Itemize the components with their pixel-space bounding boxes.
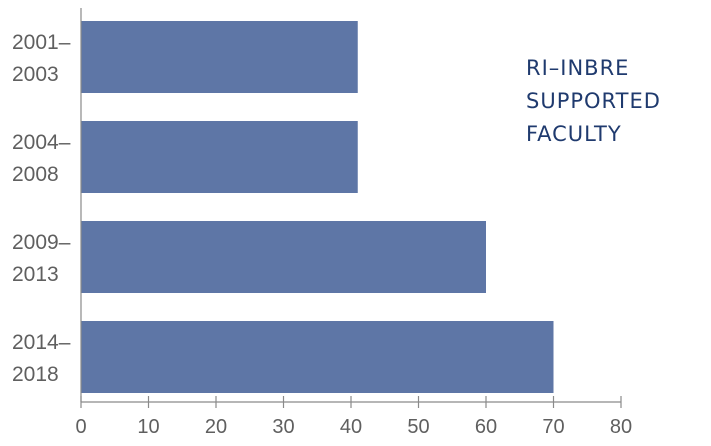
chart-title-line-3: FACULTY [526,122,622,146]
category-label-4-line-2: 2018 [12,363,59,386]
category-label-3-line-1: 2009– [12,231,71,254]
category-label-2-line-1: 2004– [12,131,71,154]
category-label-2-line-2: 2008 [12,163,59,186]
category-label-4-line-1: 2014– [12,331,71,354]
x-tick-label-30: 30 [272,416,294,438]
category-label-1-line-1: 2001– [12,31,71,54]
bar-4 [81,321,554,393]
x-tick-label-80: 80 [610,416,632,438]
x-tick-label-0: 0 [75,416,86,438]
bar-1 [81,21,358,93]
x-tick-label-60: 60 [475,416,497,438]
x-tick-label-50: 50 [407,416,429,438]
category-label-1-line-2: 2003 [12,63,59,86]
x-tick-label-20: 20 [205,416,227,438]
x-tick-label-40: 40 [340,416,362,438]
x-tick-label-10: 10 [137,416,159,438]
bar-3 [81,221,486,293]
x-axis: 0 10 20 30 40 50 60 70 80 [75,396,632,438]
category-label-3-line-2: 2013 [12,263,59,286]
bar-2 [81,121,358,193]
x-tick-label-70: 70 [542,416,564,438]
category-labels: 2001– 2003 2004– 2008 2009– 2013 2014– 2018 [12,31,71,386]
chart-title-line-2: SUPPORTED [526,89,661,113]
chart-title-line-1: RI–INBRE [526,56,629,80]
bars-group [81,21,554,393]
